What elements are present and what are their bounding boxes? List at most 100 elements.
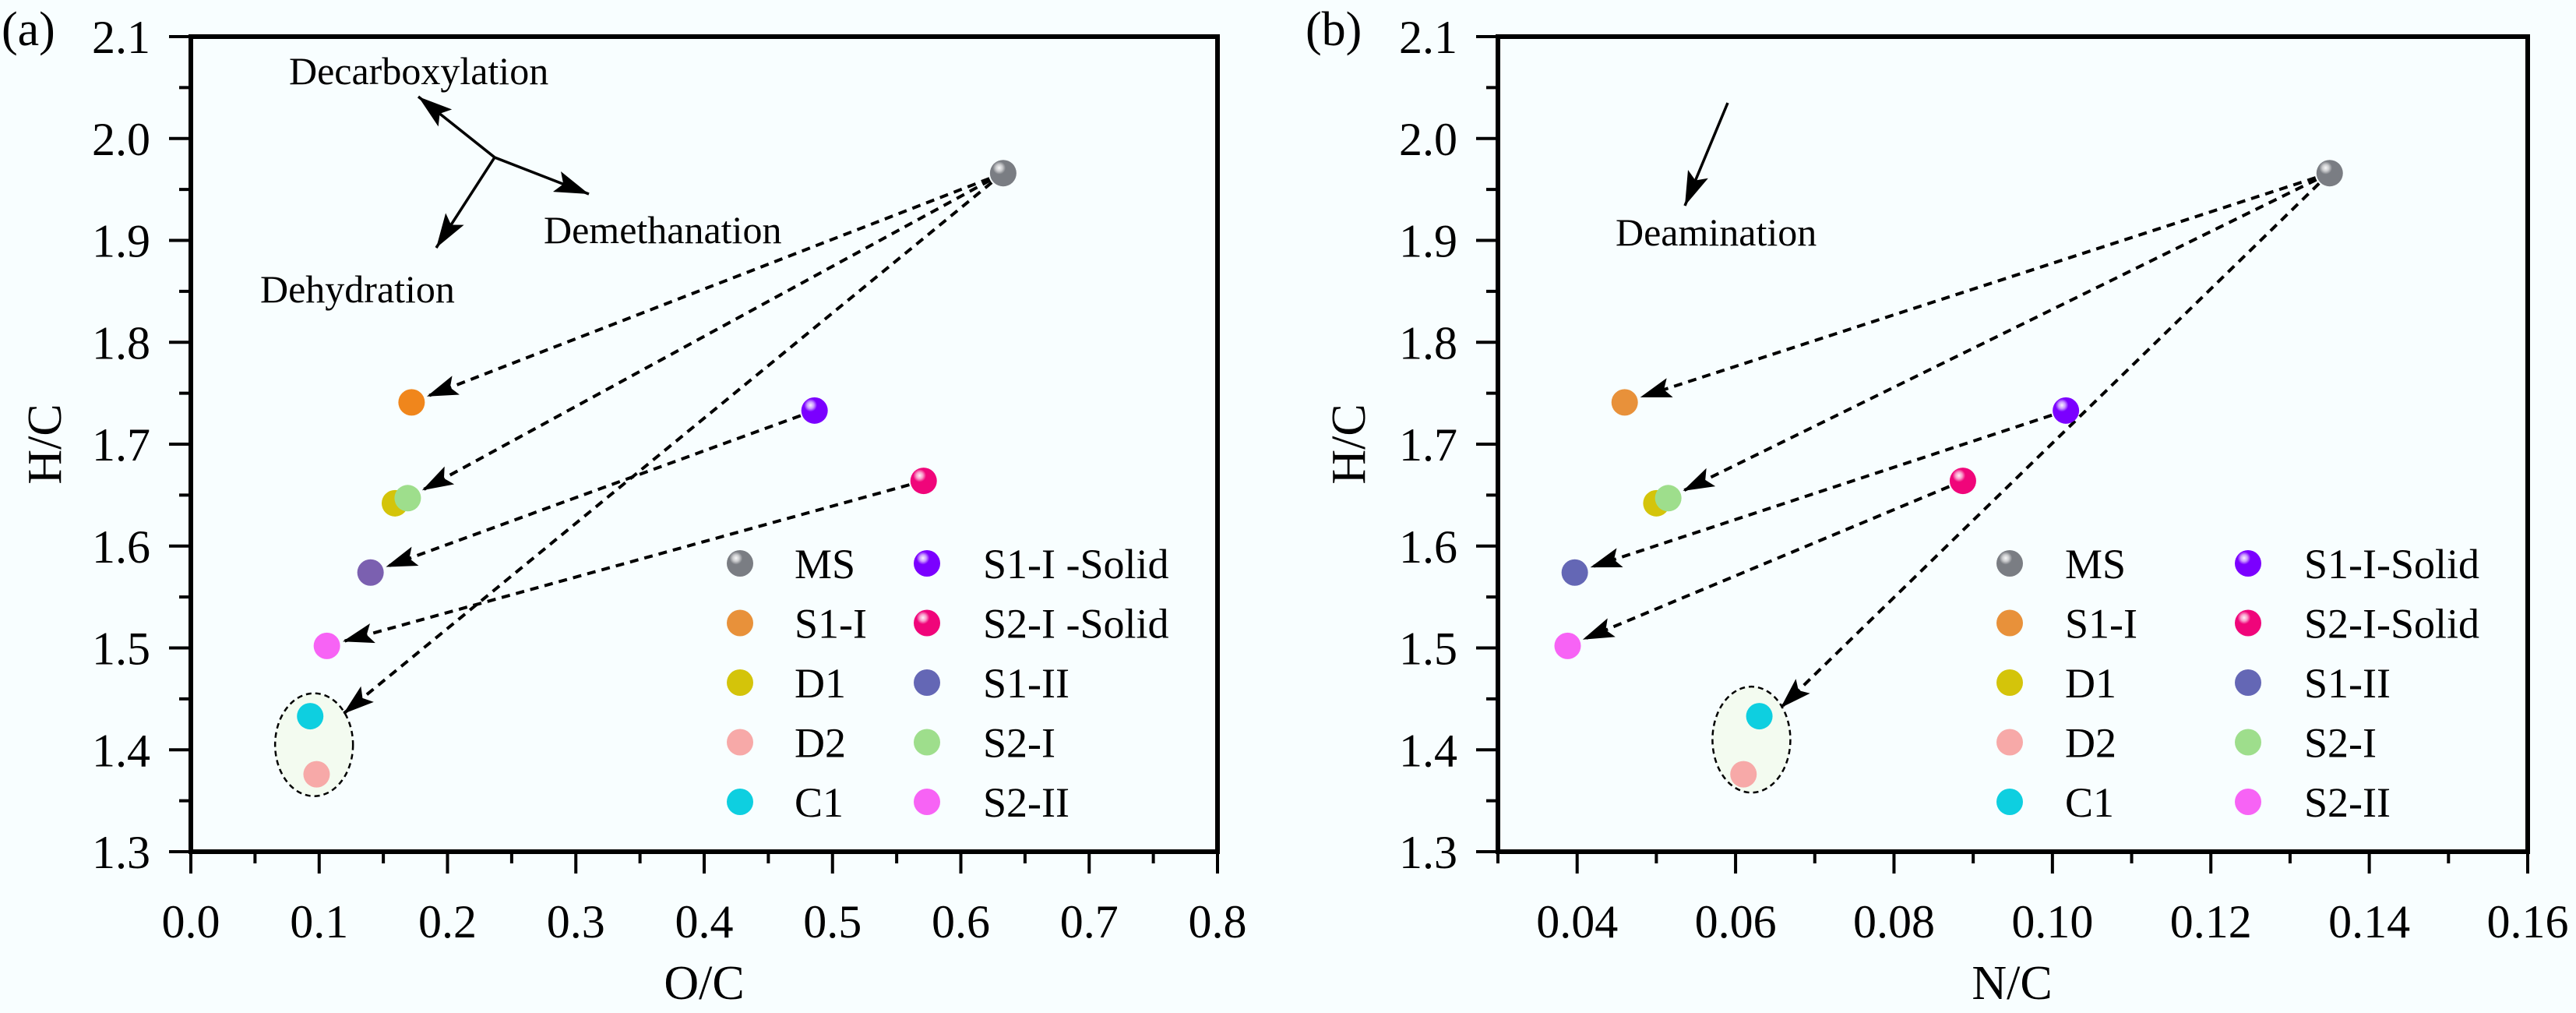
x-tick-label: 0.04: [1536, 896, 1618, 948]
legend-item: C1: [727, 779, 844, 826]
legend-label: S2-I: [2304, 720, 2377, 767]
legend-marker: [1996, 609, 2023, 637]
transition-arrow: [1582, 479, 1964, 641]
transition-arrow: [1779, 171, 2331, 709]
y-tick-label: 1.7: [92, 419, 150, 471]
data-point: [910, 468, 937, 495]
x-tick-label: 0.7: [1060, 896, 1119, 948]
y-tick-label: 1.4: [92, 725, 150, 776]
plot-frame-b: [1496, 34, 2530, 854]
data-point: [1554, 632, 1581, 659]
data-point: [801, 397, 828, 424]
y-axis-title-a: H/C: [19, 404, 72, 484]
transition-arrow: [1640, 171, 2331, 399]
legend-label: S1-I: [795, 601, 867, 648]
decarboxylation-arrow: [417, 95, 496, 159]
legend-item: S2-I: [914, 720, 1055, 767]
legend-item: MS: [1996, 541, 2126, 588]
x-tick-label: 0.2: [418, 896, 477, 948]
legend-item: S1-I-Solid: [2235, 541, 2479, 588]
data-point: [2316, 160, 2343, 187]
points-b: [1554, 160, 2343, 788]
legend-label: S1-II: [983, 660, 1070, 707]
transition-arrow: [385, 408, 816, 569]
decarboxylation-label: Decarboxylation: [289, 49, 548, 93]
legend-marker: [1996, 669, 2023, 696]
panel-label-b: (b): [1306, 3, 1362, 56]
legend-marker: [2235, 550, 2261, 577]
legend-label: S1-I: [2065, 601, 2137, 648]
y-tick-label: 2.0: [92, 114, 150, 165]
y-tick-label: 2.1: [92, 12, 150, 63]
legend-item: S2-I-Solid: [2235, 601, 2479, 648]
legend-label: S2-I-Solid: [2304, 601, 2479, 648]
y-tick-label: 1.8: [1399, 317, 1457, 369]
legend-marker: [2235, 669, 2261, 696]
data-point: [1949, 468, 1976, 495]
legend-item: D2: [1996, 720, 2116, 767]
x-axis-title-b: N/C: [1972, 957, 2052, 1010]
demethanation-label: Demethanation: [544, 208, 781, 252]
data-point: [1730, 761, 1757, 788]
legend-marker: [727, 789, 753, 815]
legend-label: S1-I -Solid: [983, 541, 1169, 588]
y-tick-label: 1.9: [1399, 216, 1457, 267]
y-tick-label: 1.7: [1399, 419, 1457, 471]
legend-marker: [2235, 729, 2261, 756]
panel-a: (a) H/C O/C 0.0 0.1 0.2 0.3 0.4 0.5 0.6 0.7 0.8 1…: [2, 3, 1247, 1010]
x-tick-label: 0.1: [290, 896, 348, 948]
legend-label: D1: [795, 660, 846, 707]
legend-label: D1: [2065, 660, 2116, 707]
data-point: [394, 485, 421, 512]
legend-marker: [914, 550, 940, 577]
deamination-label: Deamination: [1616, 210, 1817, 254]
transitions-b: [1582, 171, 2331, 709]
x-tick-label: 0.08: [1853, 896, 1935, 948]
x-tick-label: 0.6: [932, 896, 990, 948]
legend-a: MS S1-I D1 D2 C1 S1-I -Solid S2-I -Solid S1-II S…: [727, 541, 1169, 826]
legend-marker: [914, 789, 940, 815]
legend-b: MS S1-I D1 D2 C1 S1-I-Solid S2-I-Solid S1-II S2-…: [1996, 541, 2479, 826]
y-tick-label: 1.8: [92, 317, 150, 369]
x-tick-label: 0.0: [162, 896, 220, 948]
y-axis-title-b: H/C: [1323, 404, 1376, 484]
y-tick-label: 1.3: [92, 827, 150, 878]
legend-marker: [727, 729, 753, 756]
legend-label: MS: [795, 541, 855, 588]
y-tick-label: 1.3: [1399, 827, 1457, 878]
axis-tick-labels-a: 0.0 0.1 0.2 0.3 0.4 0.5 0.6 0.7 0.8 1.3 1.4 1.5 1.6 1…: [92, 12, 1247, 948]
legend-item: D1: [1996, 660, 2116, 707]
panel-b: (b) H/C N/C 0.04 0.06 0.08 0.10 0.12 0.14 0.16…: [1306, 3, 2569, 1010]
legend-item: S1-I -Solid: [914, 541, 1169, 588]
transition-arrow: [1589, 408, 2067, 570]
legend-label: S2-II: [2304, 779, 2391, 826]
dehydration-arrow: [435, 157, 496, 249]
legend-label: C1: [2065, 779, 2114, 826]
data-point: [303, 761, 330, 788]
highlight-ellipse: [273, 692, 354, 797]
legend-marker: [914, 669, 940, 696]
x-tick-label: 0.06: [1695, 896, 1777, 948]
legend-marker: [2235, 789, 2261, 815]
legend-item: S2-I: [2235, 720, 2377, 767]
legend-label: S1-II: [2304, 660, 2391, 707]
legend-marker: [727, 550, 753, 577]
legend-item: S1-II: [2235, 660, 2391, 707]
legend-item: S1-II: [914, 660, 1070, 707]
legend-label: S2-I: [983, 720, 1055, 767]
x-tick-label: 0.10: [2011, 896, 2093, 948]
transition-arrow: [342, 479, 925, 644]
x-tick-label: 0.5: [803, 896, 862, 948]
legend-item: MS: [727, 541, 855, 588]
transitions-a: [342, 171, 1005, 715]
legend-marker: [1996, 729, 2023, 756]
axis-tick-labels-b: 0.04 0.06 0.08 0.10 0.12 0.14 0.16 1.3 1.4 1.5 1.6…: [1399, 12, 2569, 948]
legend-item: S1-I: [727, 601, 867, 648]
transition-arrow: [1682, 171, 2331, 492]
annotations-b: Deamination: [1616, 102, 1817, 254]
data-point: [1561, 559, 1588, 586]
y-tick-label: 1.9: [92, 216, 150, 267]
legend-item: S2-I -Solid: [914, 601, 1169, 648]
legend-item: D1: [727, 660, 846, 707]
